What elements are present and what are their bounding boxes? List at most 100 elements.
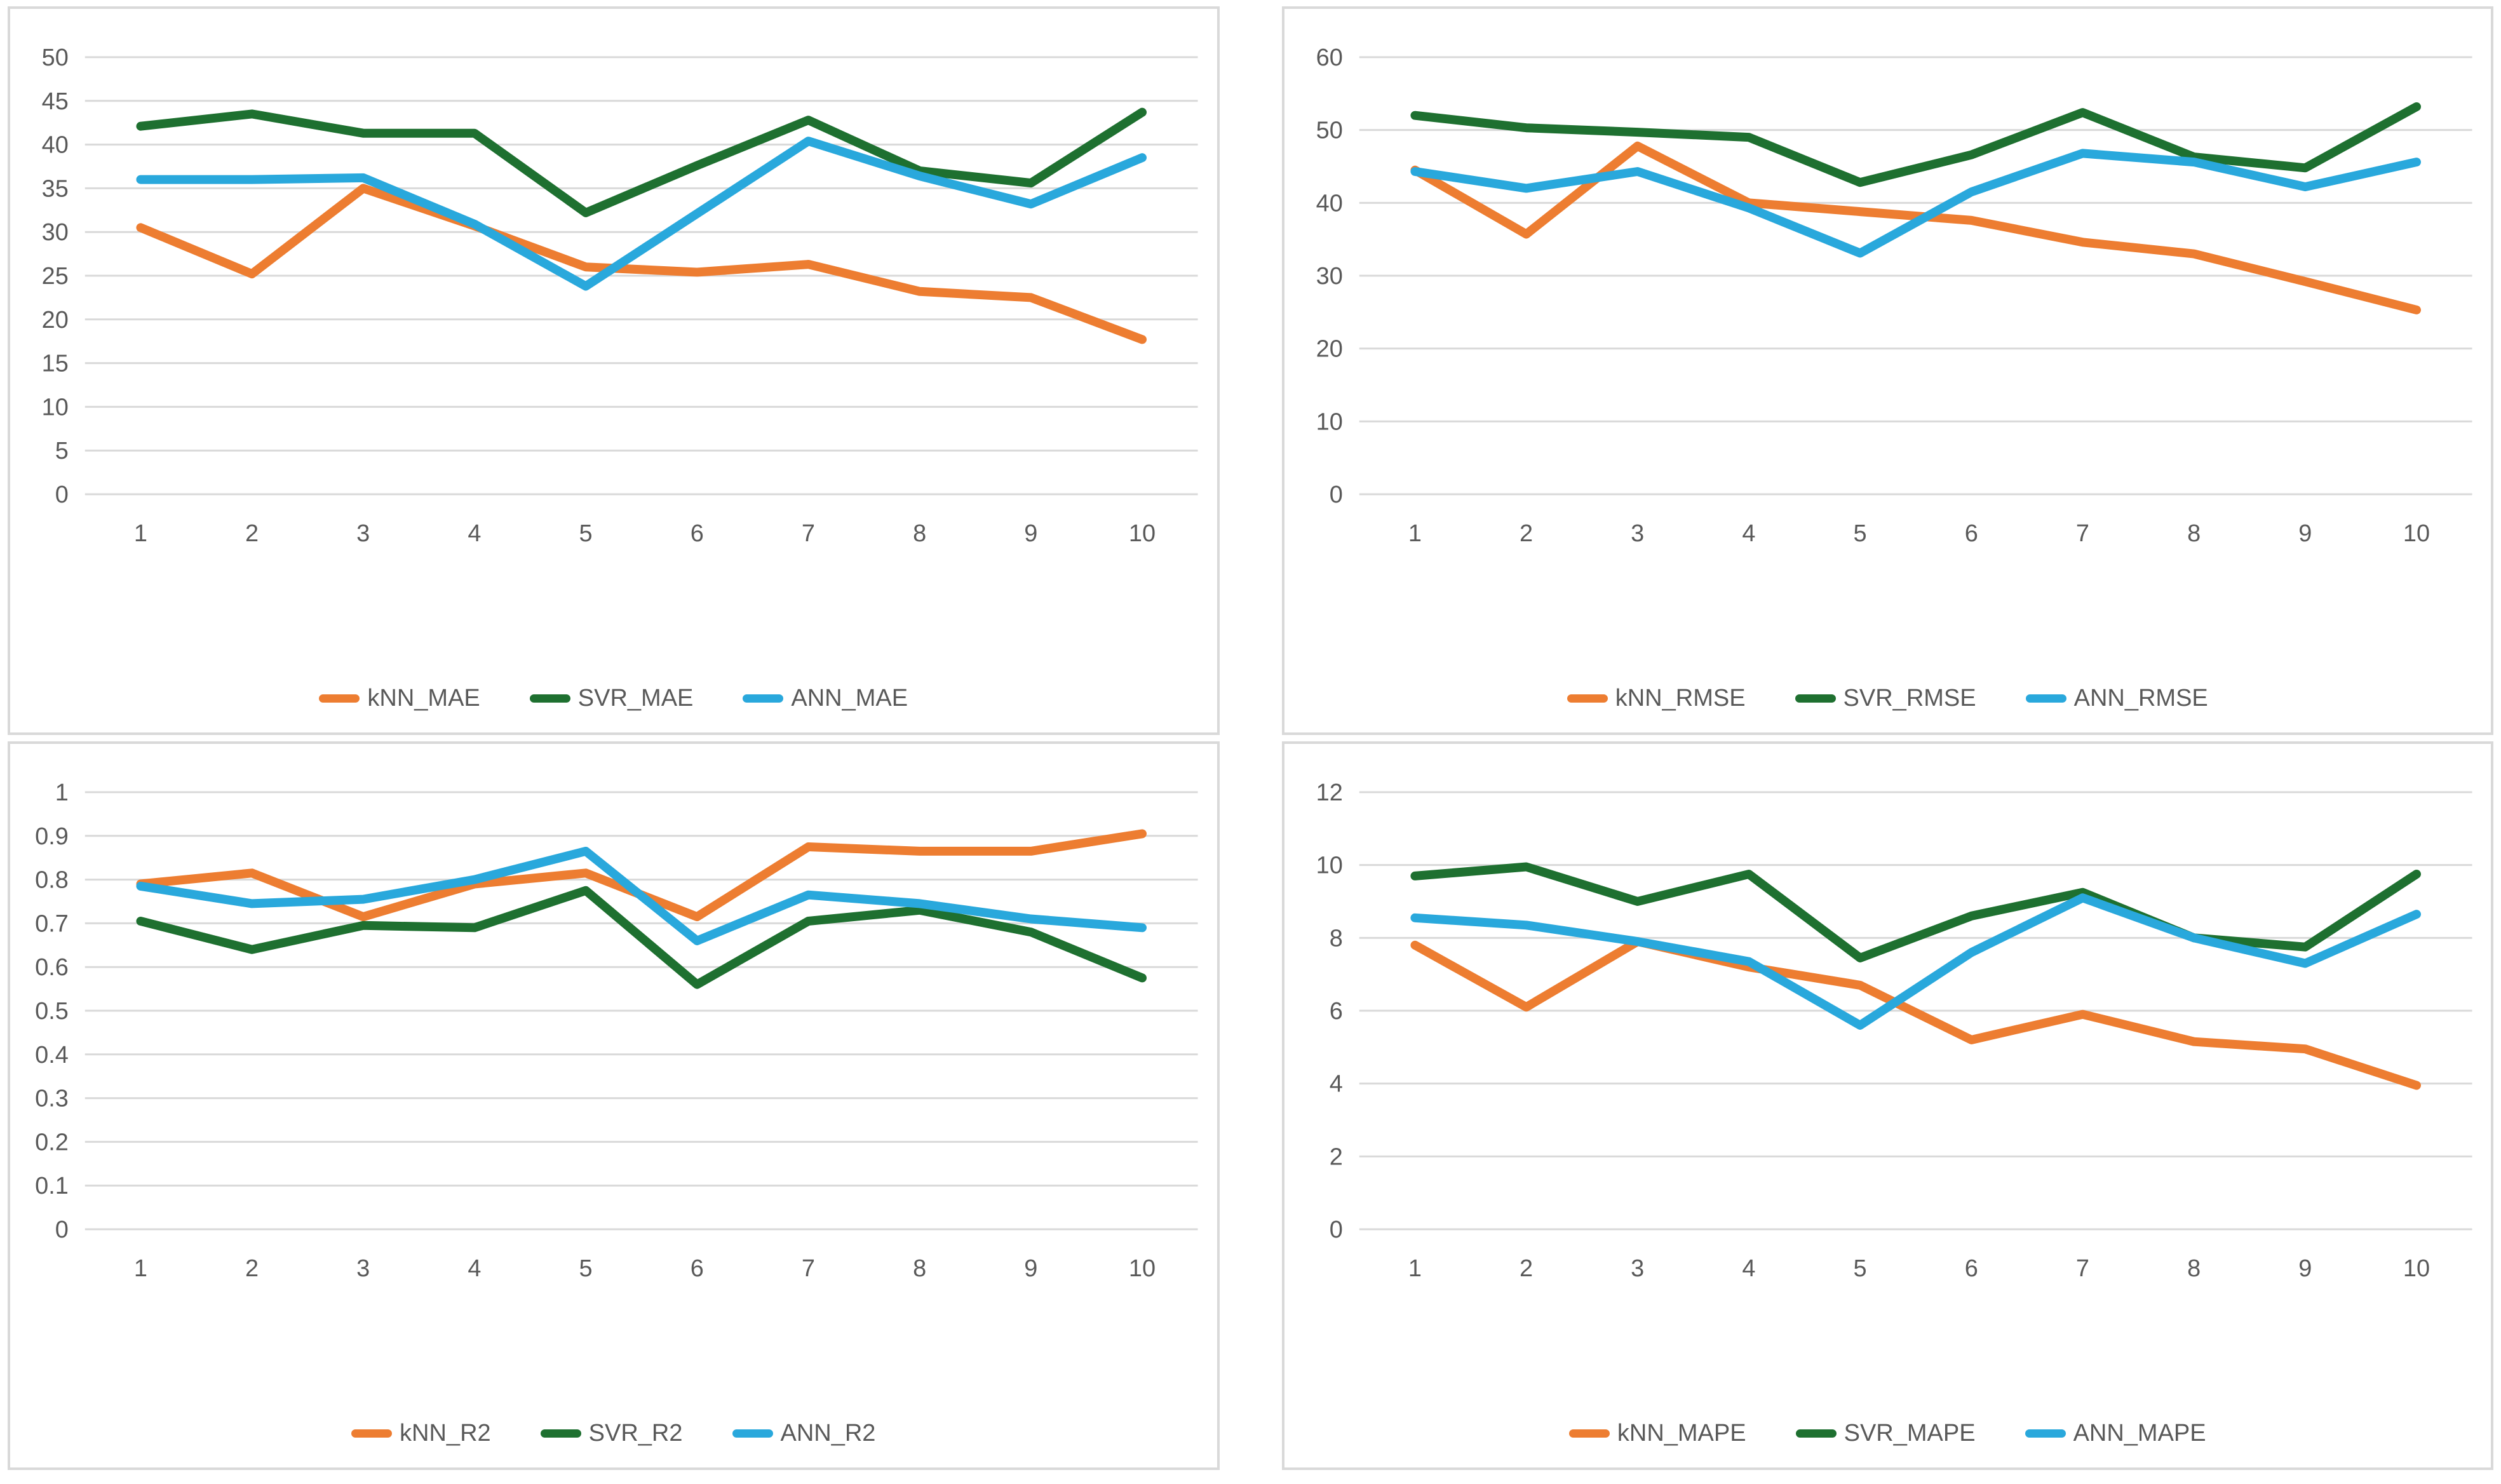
y-tick-label: 0.4: [35, 1042, 69, 1069]
legend-item-kNN_RMSE: kNN_RMSE: [1567, 685, 1746, 712]
legend-label-SVR_RMSE: SVR_RMSE: [1843, 685, 1976, 712]
x-tick-label: 5: [1853, 1255, 1866, 1282]
legend-swatch-SVR_MAE: [529, 694, 570, 703]
x-tick-label: 10: [2403, 1255, 2429, 1282]
legend-swatch-SVR_R2: [540, 1429, 581, 1438]
x-tick-label: 6: [691, 1255, 704, 1282]
legend-swatch-ANN_RMSE: [2025, 694, 2066, 703]
legend-swatch-SVR_MAPE: [1795, 1429, 1837, 1438]
x-tick-label: 2: [1520, 520, 1533, 547]
legend-swatch-ANN_MAE: [743, 694, 784, 703]
y-tick-label: 35: [42, 175, 69, 202]
r2-chart-legend: kNN_R2 SVR_R2 ANN_R2: [10, 1403, 1217, 1464]
x-tick-label: 2: [245, 1255, 259, 1282]
x-tick-label: 9: [2298, 520, 2312, 547]
x-tick-label: 8: [913, 520, 926, 547]
legend-item-ANN_RMSE: ANN_RMSE: [2025, 685, 2208, 712]
x-tick-label: 1: [134, 1255, 147, 1282]
x-tick-label: 4: [468, 1255, 481, 1282]
x-tick-label: 4: [1742, 1255, 1755, 1282]
legend-swatch-SVR_RMSE: [1795, 694, 1836, 703]
legend-swatch-kNN_RMSE: [1567, 694, 1608, 703]
legend-label-kNN_R2: kNN_R2: [400, 1420, 491, 1447]
legend-swatch-kNN_MAE: [319, 694, 360, 703]
y-tick-label: 2: [1329, 1143, 1342, 1170]
y-tick-label: 25: [42, 263, 69, 290]
y-tick-label: 0.3: [35, 1086, 69, 1112]
x-tick-label: 7: [2075, 520, 2089, 547]
x-tick-label: 7: [802, 520, 815, 547]
y-tick-label: 0.5: [35, 998, 69, 1025]
legend-label-ANN_MAE: ANN_MAE: [791, 685, 908, 712]
legend-label-ANN_R2: ANN_R2: [780, 1420, 876, 1447]
legend-label-ANN_RMSE: ANN_RMSE: [2073, 685, 2208, 712]
x-tick-label: 5: [1853, 520, 1866, 547]
x-tick-label: 8: [2187, 520, 2201, 547]
legend-label-ANN_MAPE: ANN_MAPE: [2073, 1420, 2206, 1447]
y-tick-label: 0.8: [35, 867, 69, 894]
x-tick-label: 1: [134, 520, 147, 547]
series-line-SVR_R2: [136, 886, 1147, 989]
legend-label-SVR_R2: SVR_R2: [588, 1420, 683, 1447]
y-tick-label: 10: [1316, 853, 1342, 879]
r2-chart-panel: 0 0.1 0.2 0.3 0.4 0.5 0.6 0.7 0.8 0.9 1 1 2 3 4 5 6 7 8 9 10…: [8, 741, 1220, 1470]
legend-swatch-kNN_MAPE: [1568, 1429, 1610, 1438]
x-tick-label: 8: [913, 1255, 926, 1282]
y-tick-label: 30: [42, 219, 69, 246]
x-tick-label: 3: [356, 1255, 370, 1282]
series-line-SVR_RMSE: [1410, 102, 2421, 187]
y-tick-label: 45: [42, 88, 69, 115]
y-tick-label: 0: [1329, 1217, 1342, 1243]
legend-item-ANN_R2: ANN_R2: [732, 1420, 876, 1447]
y-tick-label: 40: [42, 132, 69, 159]
legend-item-SVR_MAE: SVR_MAE: [529, 685, 694, 712]
series-line-SVR_MAPE: [1410, 862, 2421, 962]
y-tick-label: 50: [42, 44, 69, 71]
x-tick-label: 4: [1742, 520, 1755, 547]
x-tick-label: 2: [1520, 1255, 1533, 1282]
legend-label-SVR_MAPE: SVR_MAPE: [1844, 1420, 1976, 1447]
legend-item-SVR_RMSE: SVR_RMSE: [1795, 685, 1976, 712]
rmse-chart-panel: 0 10 20 30 40 50 60 1 2 3 4 5 6 7 8 9 10 kNN_RMSE SVR_RMS…: [1281, 6, 2493, 735]
y-tick-label: 40: [1316, 190, 1342, 217]
x-tick-label: 10: [1129, 1255, 1156, 1282]
series-line-kNN_MAPE: [1410, 937, 2421, 1090]
x-tick-label: 9: [1024, 1255, 1037, 1282]
y-tick-label: 10: [1316, 408, 1342, 435]
x-tick-label: 9: [2298, 1255, 2312, 1282]
y-tick-label: 12: [1316, 779, 1342, 806]
legend-label-SVR_MAE: SVR_MAE: [577, 685, 694, 712]
legend-item-kNN_R2: kNN_R2: [351, 1420, 491, 1447]
r2-chart: 0 0.1 0.2 0.3 0.4 0.5 0.6 0.7 0.8 0.9 1 1 2 3 4 5 6 7 8 9 10: [35, 779, 1198, 1282]
mape-chart-legend: kNN_MAPE SVR_MAPE ANN_MAPE: [1284, 1403, 2491, 1464]
y-tick-label: 5: [55, 438, 69, 464]
x-tick-label: 6: [691, 520, 704, 547]
x-tick-label: 7: [802, 1255, 815, 1282]
x-tick-label: 8: [2187, 1255, 2201, 1282]
y-tick-label: 10: [42, 394, 69, 421]
x-tick-label: 7: [2075, 1255, 2089, 1282]
series-line-ANN_R2: [136, 846, 1147, 945]
mae-chart-panel: 0 5 10 15 20 25 30 35 40 45 50 1 2 3 4 5 6 7 8 9 10 kNN_MAE S…: [8, 6, 1220, 735]
y-tick-label: 20: [42, 307, 69, 334]
series-line-ANN_RMSE: [1410, 149, 2421, 258]
x-tick-label: 3: [1631, 1255, 1644, 1282]
y-tick-label: 50: [1316, 118, 1342, 144]
y-tick-label: 6: [1329, 998, 1342, 1025]
legend-swatch-ANN_MAPE: [2025, 1429, 2066, 1438]
y-tick-label: 0: [55, 482, 69, 508]
mae-chart-legend: kNN_MAE SVR_MAE ANN_MAE: [10, 668, 1217, 729]
series-line-kNN_RMSE: [1410, 141, 2421, 314]
y-tick-label: 15: [42, 351, 69, 377]
legend-item-ANN_MAPE: ANN_MAPE: [2025, 1420, 2206, 1447]
x-tick-label: 9: [1024, 520, 1037, 547]
x-tick-label: 6: [1964, 520, 1978, 547]
x-tick-label: 6: [1964, 1255, 1978, 1282]
rmse-chart-legend: kNN_RMSE SVR_RMSE ANN_RMSE: [1284, 668, 2491, 729]
legend-item-SVR_R2: SVR_R2: [540, 1420, 683, 1447]
legend-label-kNN_MAPE: kNN_MAPE: [1617, 1420, 1746, 1447]
x-tick-label: 5: [579, 520, 593, 547]
